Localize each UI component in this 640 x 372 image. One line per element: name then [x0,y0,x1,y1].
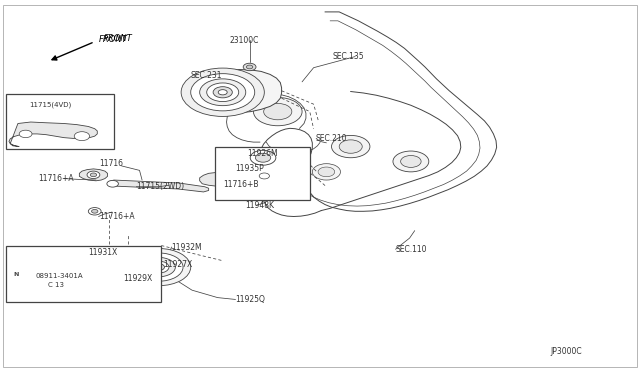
Circle shape [255,153,271,162]
Text: 11715(4VD): 11715(4VD) [29,102,71,108]
Circle shape [264,103,292,120]
Circle shape [148,261,169,273]
Bar [215,147,310,200]
Text: 11716+A: 11716+A [99,212,135,221]
Bar [6,94,114,149]
Circle shape [12,266,40,283]
Polygon shape [244,161,276,178]
Text: 11935P: 11935P [235,164,264,173]
Circle shape [20,272,31,278]
Circle shape [181,68,264,116]
Text: 11716: 11716 [99,159,123,168]
Text: JP3000C: JP3000C [550,347,582,356]
Text: 11927X: 11927X [163,260,193,269]
Circle shape [17,269,35,280]
Circle shape [246,65,253,69]
Circle shape [127,248,191,286]
Circle shape [339,140,362,153]
Text: 11716+A: 11716+A [38,174,74,183]
Circle shape [19,130,32,138]
Circle shape [142,257,175,277]
Polygon shape [200,173,232,186]
Text: FRONT: FRONT [104,34,132,43]
Polygon shape [9,122,97,147]
Circle shape [134,253,183,281]
Text: 08911-3401A: 08911-3401A [35,273,83,279]
Polygon shape [197,70,282,113]
Circle shape [259,173,269,179]
Circle shape [200,79,246,106]
Text: 11931X: 11931X [88,248,118,257]
Circle shape [90,173,97,177]
Text: 11929X: 11929X [124,274,153,283]
Circle shape [218,90,227,95]
Circle shape [191,74,255,111]
Text: FRONT: FRONT [99,35,128,44]
Circle shape [87,171,100,179]
Circle shape [253,97,302,126]
Text: SEC.135: SEC.135 [333,52,364,61]
Circle shape [153,264,164,270]
Circle shape [401,155,421,167]
Circle shape [88,208,101,215]
Circle shape [250,150,276,165]
Circle shape [318,167,335,177]
Text: SEC.231: SEC.231 [191,71,222,80]
Circle shape [92,209,98,213]
Text: N: N [13,272,19,277]
Text: 11926M: 11926M [248,149,278,158]
Circle shape [109,261,147,283]
Text: SEC.110: SEC.110 [396,245,427,254]
Circle shape [120,268,136,277]
Text: 23100C: 23100C [229,36,259,45]
Circle shape [207,83,239,102]
Circle shape [115,265,141,280]
Text: 11716+B: 11716+B [223,180,258,189]
Circle shape [393,151,429,172]
Circle shape [312,164,340,180]
Bar [6,246,161,302]
Text: 11925Q: 11925Q [236,295,266,304]
Polygon shape [79,169,108,181]
Text: 11715(2WD): 11715(2WD) [136,182,184,190]
Circle shape [332,135,370,158]
Circle shape [243,63,256,71]
Circle shape [107,180,118,187]
Circle shape [213,87,232,98]
Text: 11948K: 11948K [245,201,274,210]
Circle shape [74,132,90,141]
Polygon shape [108,180,209,192]
Text: C 13: C 13 [48,282,64,288]
Text: 11932M: 11932M [172,243,202,251]
Text: SEC.210: SEC.210 [316,134,347,143]
